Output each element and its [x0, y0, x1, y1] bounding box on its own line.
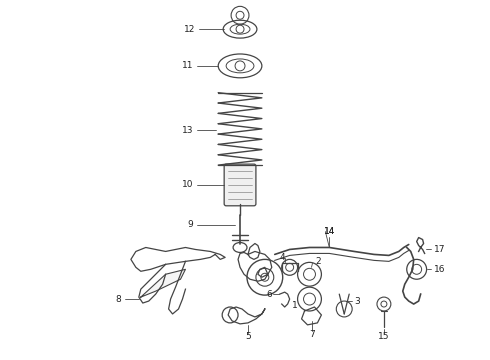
Text: 14: 14 — [324, 227, 335, 236]
Text: 6: 6 — [266, 289, 272, 298]
Text: 4: 4 — [279, 253, 285, 262]
Text: 1: 1 — [292, 301, 297, 310]
FancyBboxPatch shape — [224, 164, 256, 206]
Text: 8: 8 — [115, 294, 121, 303]
Text: 7: 7 — [310, 330, 316, 339]
Text: 2: 2 — [316, 257, 321, 266]
Text: 3: 3 — [354, 297, 360, 306]
Text: 9: 9 — [188, 220, 194, 229]
Text: 16: 16 — [434, 265, 445, 274]
Text: 13: 13 — [182, 126, 194, 135]
Text: 17: 17 — [434, 245, 445, 254]
Text: 14: 14 — [324, 227, 335, 236]
Text: 11: 11 — [182, 62, 194, 71]
Polygon shape — [141, 269, 185, 297]
Text: 15: 15 — [378, 332, 390, 341]
Text: 10: 10 — [182, 180, 194, 189]
Text: 5: 5 — [245, 332, 251, 341]
Text: 12: 12 — [184, 25, 196, 34]
